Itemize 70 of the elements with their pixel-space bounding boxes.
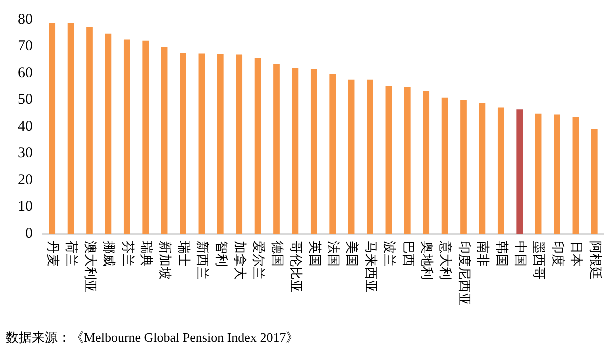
y-tick-label: 40 <box>18 118 33 135</box>
bar <box>348 80 355 234</box>
bar <box>386 86 392 234</box>
source-note: 数据来源：《Melbourne Global Pension Index 2017》 <box>6 329 300 347</box>
x-tick-label: 阿根廷 <box>587 241 602 280</box>
x-tick-label: 印度尼西亚 <box>456 241 472 306</box>
x-tick-label: 日本 <box>568 241 584 267</box>
y-tick-label: 0 <box>26 226 33 242</box>
x-tick-label: 美国 <box>344 241 360 267</box>
bar <box>217 54 224 234</box>
x-tick-label: 瑞典 <box>138 241 154 267</box>
y-tick-label: 20 <box>18 172 33 188</box>
x-tick-label: 波兰 <box>382 241 397 267</box>
y-tick-label: 60 <box>18 65 33 82</box>
bar <box>86 27 93 234</box>
bar <box>124 40 130 234</box>
x-tick-label: 墨西哥 <box>531 241 546 280</box>
x-tick-label: 爱尔兰 <box>250 241 266 280</box>
bar <box>516 110 524 234</box>
bar <box>498 108 504 234</box>
x-tick-label: 澳大利亚 <box>82 241 98 293</box>
bar <box>404 87 411 234</box>
bar <box>198 54 206 234</box>
x-tick-label: 印度 <box>550 241 566 267</box>
bar <box>367 80 374 234</box>
x-tick-label: 南非 <box>475 241 490 267</box>
x-tick-label: 德国 <box>269 241 284 267</box>
x-tick-label: 中国 <box>512 241 528 267</box>
bar <box>460 100 467 234</box>
x-tick-label: 智利 <box>213 241 228 267</box>
bar <box>442 98 448 234</box>
bar <box>423 91 430 234</box>
bar <box>591 129 598 234</box>
bar <box>161 48 168 234</box>
x-tick-label: 奥地利 <box>418 241 434 280</box>
bar <box>68 23 74 234</box>
x-tick-label: 荷兰 <box>64 241 79 267</box>
x-tick-label: 哥伦比亚 <box>288 241 304 293</box>
y-tick-label: 80 <box>18 12 33 28</box>
x-tick-label: 芬兰 <box>120 241 135 267</box>
x-tick-label: 韩国 <box>494 241 509 267</box>
x-tick-label: 英国 <box>306 241 322 267</box>
x-tick-label: 新加坡 <box>157 241 172 280</box>
bar <box>330 74 336 234</box>
bar <box>254 58 262 234</box>
bar <box>236 54 243 234</box>
y-tick-label: 70 <box>18 38 33 55</box>
x-tick-label: 马来西亚 <box>362 241 378 293</box>
y-tick-label: 50 <box>18 92 33 108</box>
x-tick-label: 瑞士 <box>176 241 191 267</box>
bar <box>49 22 56 234</box>
bar <box>142 40 150 234</box>
bar <box>274 64 280 234</box>
bar <box>180 53 186 234</box>
x-tick-label: 意大利 <box>438 240 453 280</box>
bar <box>292 68 299 234</box>
x-tick-label: 新西兰 <box>194 241 210 280</box>
bar <box>310 69 318 234</box>
bar <box>105 34 112 234</box>
x-tick-label: 法国 <box>325 241 340 267</box>
x-tick-label: 挪威 <box>101 241 116 267</box>
y-tick-label: 30 <box>18 146 33 162</box>
x-tick-label: 丹麦 <box>44 241 60 267</box>
bar <box>572 117 580 234</box>
x-tick-label: 巴西 <box>400 241 416 267</box>
bar <box>479 103 486 234</box>
bar <box>554 114 560 234</box>
x-tick-label: 加拿大 <box>232 241 247 280</box>
bar <box>535 114 542 234</box>
y-tick-label: 10 <box>18 199 33 216</box>
